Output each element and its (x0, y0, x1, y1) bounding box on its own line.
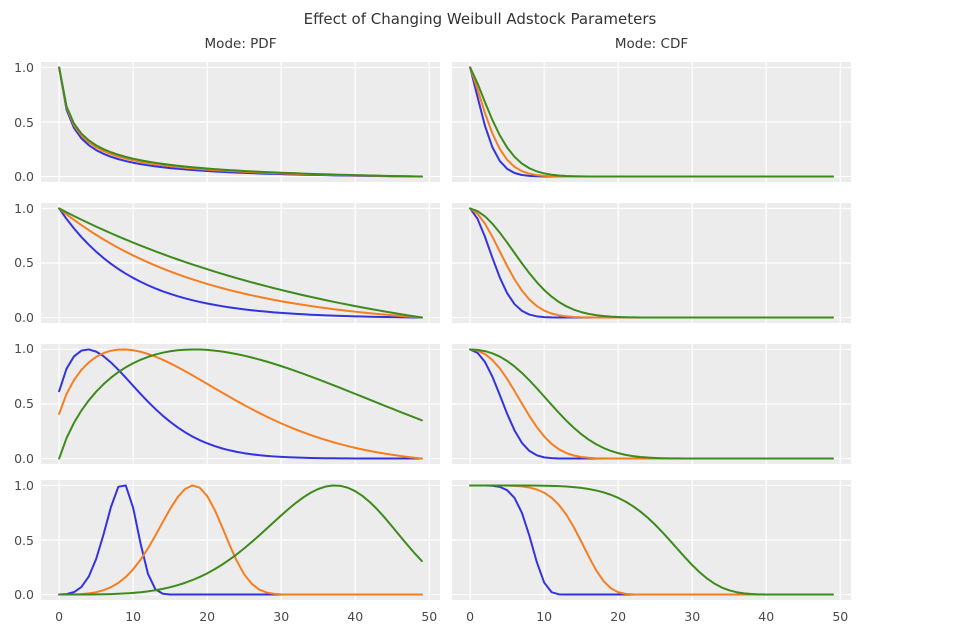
x-tick-label: 30 (684, 609, 701, 624)
subplot-panel-row4-cdf (452, 480, 851, 600)
subplot-title-pdf: Mode: PDF (204, 36, 277, 52)
y-tick-label: 0.0 (14, 169, 34, 185)
series-line-scale-40 (469, 207, 834, 319)
figure-title: Effect of Changing Weibull Adstock Param… (303, 10, 657, 28)
subplot-canvas (41, 480, 440, 600)
series-line-scale-40 (469, 66, 834, 178)
y-tick-label: 0.5 (14, 532, 34, 548)
y-tick-label: 0.0 (14, 587, 34, 603)
subplot-panel-row2-cdf (452, 202, 851, 323)
y-tick-label: 0.5 (14, 114, 34, 130)
series-line-scale-10 (58, 207, 423, 319)
subplot-panel-row3-pdf (41, 343, 440, 464)
subplot-panel-row2-pdf (41, 202, 440, 323)
x-tick-label: 40 (347, 609, 364, 624)
series-line-scale-40 (58, 484, 423, 596)
y-tick-label: 0.0 (14, 450, 34, 466)
x-tick-label: 50 (832, 609, 849, 624)
x-tick-label: 50 (421, 609, 438, 624)
y-tick-label: 1.0 (14, 59, 34, 75)
series-line-scale-40 (58, 66, 423, 178)
series-line-scale-40 (469, 484, 834, 596)
x-tick-label: 20 (610, 609, 627, 624)
subplot-canvas (452, 62, 851, 182)
x-tick-label: 0 (466, 609, 475, 624)
subplot-canvas (41, 202, 440, 323)
y-tick-label: 1.0 (14, 200, 34, 216)
subplot-panel-row4-pdf (41, 480, 440, 600)
series-line-scale-40 (58, 347, 423, 460)
subplot-title-cdf: Mode: CDF (614, 36, 689, 52)
subplot-canvas (41, 62, 440, 182)
series-line-scale-20 (58, 207, 423, 319)
subplot-canvas (452, 480, 851, 600)
x-tick-label: 30 (273, 609, 290, 624)
y-tick-label: 0.5 (14, 396, 34, 411)
y-tick-label: 0.0 (14, 309, 34, 325)
x-tick-label: 10 (536, 609, 553, 624)
subplot-canvas (41, 343, 440, 464)
subplot-canvas (452, 343, 851, 464)
y-tick-label: 0.5 (14, 255, 34, 271)
subplot-canvas (452, 202, 851, 323)
x-tick-label: 20 (199, 609, 216, 624)
subplot-panel-row3-cdf (452, 343, 851, 464)
series-line-scale-40 (58, 207, 423, 319)
series-line-scale-20 (58, 484, 423, 596)
x-tick-label: 40 (758, 609, 775, 624)
y-tick-label: 1.0 (14, 341, 34, 357)
subplot-panel-row1-pdf (41, 62, 440, 182)
series-line-scale-40 (469, 347, 834, 460)
y-tick-label: 1.0 (14, 477, 34, 493)
x-tick-label: 10 (125, 609, 142, 624)
x-tick-label: 0 (55, 609, 64, 624)
series-line-scale-20 (58, 347, 423, 460)
subplot-panel-row1-cdf (452, 62, 851, 182)
